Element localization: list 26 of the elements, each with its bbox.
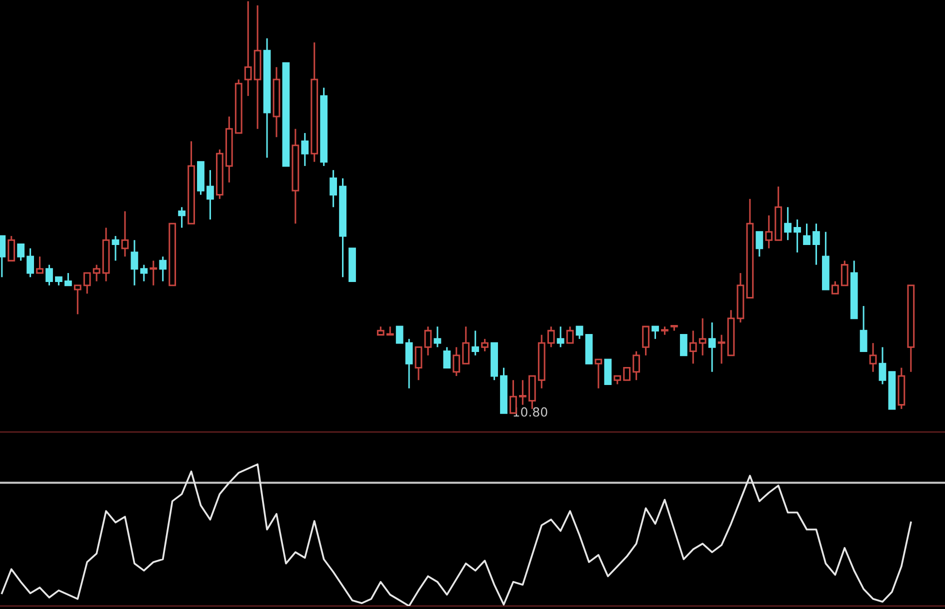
candlestick bbox=[310, 42, 318, 163]
candlestick bbox=[292, 128, 300, 224]
candlestick bbox=[689, 330, 697, 364]
candlestick bbox=[244, 0, 252, 97]
candlestick bbox=[121, 210, 129, 258]
candlestick bbox=[878, 346, 886, 385]
candlestick bbox=[102, 226, 110, 282]
candlestick bbox=[301, 132, 309, 167]
candlestick bbox=[272, 66, 280, 138]
candlestick bbox=[263, 38, 271, 158]
candlestick bbox=[254, 4, 262, 130]
candlestick bbox=[794, 218, 801, 254]
candlestick bbox=[765, 214, 773, 250]
candlestick bbox=[698, 318, 706, 356]
candlestick bbox=[538, 334, 546, 390]
candlestick bbox=[424, 326, 432, 356]
candlestick bbox=[330, 169, 338, 208]
candlestick bbox=[708, 322, 716, 373]
candlestick bbox=[869, 342, 877, 373]
candlestick bbox=[206, 169, 214, 220]
candlestick bbox=[225, 116, 233, 184]
candlestick bbox=[339, 178, 346, 278]
candlestick bbox=[812, 222, 820, 266]
candlestick bbox=[518, 379, 526, 406]
candlestick bbox=[130, 239, 138, 286]
candlestick bbox=[784, 206, 792, 241]
